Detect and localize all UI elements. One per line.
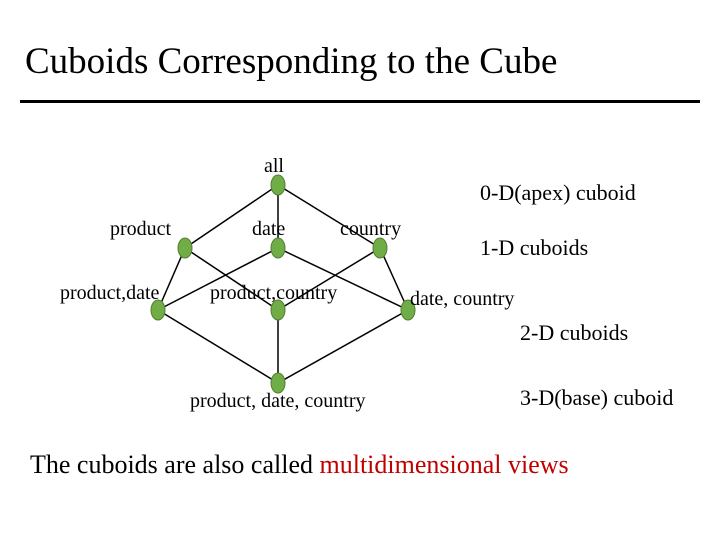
footer-text-highlight: multidimensional views bbox=[320, 450, 569, 479]
slide: Cuboids Corresponding to the Cube all pr… bbox=[0, 0, 720, 540]
node-label-product: product bbox=[110, 218, 171, 241]
footer-sentence: The cuboids are also called multidimensi… bbox=[30, 450, 569, 480]
node-label-date: date bbox=[252, 218, 285, 241]
footer-text-pre: The cuboids are also called bbox=[30, 450, 320, 479]
node-label-product-date: product,date bbox=[60, 282, 159, 305]
title-underline bbox=[20, 100, 700, 103]
node-label-product-country: product,country bbox=[210, 282, 337, 305]
node-label-date-country: date, country bbox=[410, 288, 514, 311]
page-title: Cuboids Corresponding to the Cube bbox=[25, 40, 557, 83]
annotation-0d: 0-D(apex) cuboid bbox=[480, 180, 636, 206]
node-label-pdc: product, date, country bbox=[190, 390, 366, 413]
node-label-country: country bbox=[340, 218, 401, 241]
annotation-2d: 2-D cuboids bbox=[520, 320, 628, 346]
node-label-all: all bbox=[264, 155, 284, 178]
annotation-3d: 3-D(base) cuboid bbox=[520, 385, 673, 411]
annotation-1d: 1-D cuboids bbox=[480, 235, 588, 261]
